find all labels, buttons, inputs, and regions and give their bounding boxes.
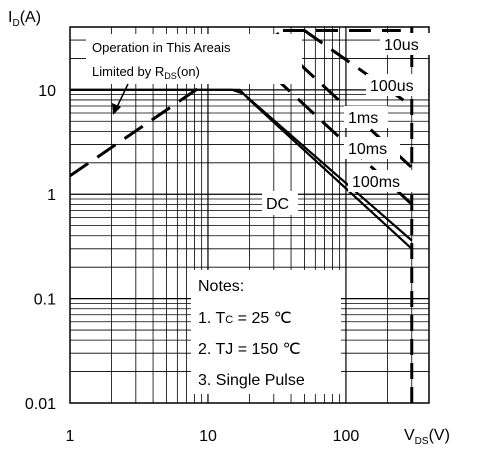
note-3: 3. Single Pulse bbox=[198, 372, 305, 389]
y-tick-label: 0.1 bbox=[34, 292, 56, 309]
svg-text:1ms: 1ms bbox=[348, 110, 378, 127]
svg-text:100ms: 100ms bbox=[352, 174, 400, 191]
x-tick-label: 10 bbox=[199, 428, 217, 445]
dc-label: DC bbox=[262, 191, 298, 215]
notes-title: Notes: bbox=[198, 278, 244, 295]
limit-text-line2: Limited by RDS(on) bbox=[92, 64, 200, 81]
note-1: 1. TC = 25 ℃ bbox=[198, 310, 292, 327]
y-tick-label: 1 bbox=[47, 187, 56, 204]
x-tick-label: 1 bbox=[66, 428, 75, 445]
plot-frame bbox=[69, 26, 430, 404]
notes-box: Notes: 1. TC = 25 ℃ 2. TJ = 150 ℃ 3. Sin… bbox=[191, 270, 341, 394]
y-axis-label: ID(A) bbox=[8, 9, 41, 29]
limit-arrow-line bbox=[116, 83, 129, 108]
pulse-10us-label: 10us bbox=[380, 33, 430, 55]
svg-text:DC: DC bbox=[266, 196, 289, 213]
x-tick-label: 100 bbox=[333, 428, 360, 445]
note-2: 2. TJ = 150 ℃ bbox=[198, 341, 301, 358]
pulse-10ms-label: 10ms bbox=[344, 137, 400, 159]
y-tick-label: 10 bbox=[38, 83, 56, 100]
limit-arrowhead bbox=[112, 103, 121, 115]
svg-text:100us: 100us bbox=[370, 78, 414, 95]
tick-labels: 1 10 100 0.01 0.1 1 10 bbox=[25, 83, 360, 445]
pulse-1ms-label: 1ms bbox=[344, 106, 388, 128]
series-line-100ms bbox=[70, 88, 413, 242]
x-axis-label: VDS(V) bbox=[404, 427, 450, 447]
pulse-100ms-label: 100ms bbox=[348, 170, 414, 192]
pulse-100us-label: 100us bbox=[366, 74, 428, 96]
svg-text:10ms: 10ms bbox=[348, 141, 387, 158]
y-tick-label: 0.01 bbox=[25, 396, 56, 413]
limit-text-line1: Operation in This Areais bbox=[92, 40, 231, 55]
rds-limit-annotation: Operation in This Areais Limited by RDS(… bbox=[86, 34, 302, 115]
svg-text:10us: 10us bbox=[384, 37, 419, 54]
